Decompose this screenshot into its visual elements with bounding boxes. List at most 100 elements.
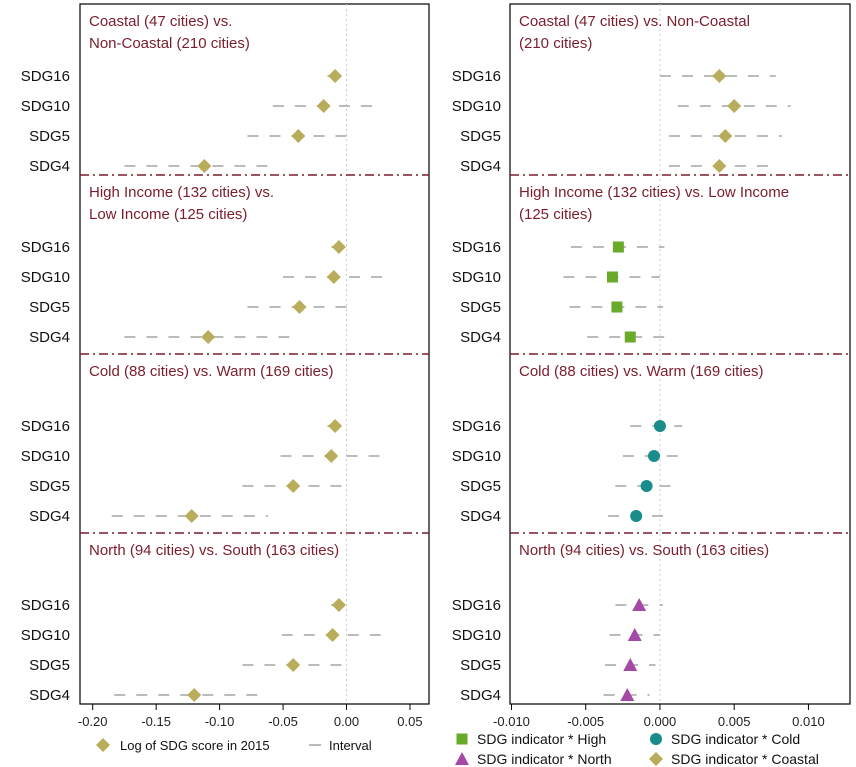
estimate-marker — [201, 330, 216, 344]
category-label: SDG5 — [460, 128, 501, 145]
estimate-marker — [291, 129, 306, 143]
estimate-marker — [648, 450, 661, 462]
legend-marker — [650, 733, 662, 745]
category-label: SDG10 — [452, 269, 501, 286]
group-title: Non-Coastal (210 cities) — [89, 35, 250, 52]
category-label: SDG4 — [29, 158, 70, 175]
legend-label: SDG indicator * North — [477, 751, 612, 767]
group-2: Cold (88 cities) vs. Warm (169 cities) SD… — [452, 353, 850, 525]
group-0: Coastal (47 cities) vs. Non-Coastal (210 … — [452, 13, 791, 175]
category-label: SDG5 — [29, 299, 70, 316]
estimate-marker — [286, 479, 301, 493]
group-title: Low Income (125 cities) — [89, 206, 247, 223]
group-3: North (94 cities) vs. South (163 cities)… — [452, 532, 850, 704]
x-tick-label: -0.10 — [205, 714, 235, 729]
category-label: SDG5 — [460, 657, 501, 674]
legend-label: SDG indicator * High — [477, 731, 606, 747]
estimate-marker — [712, 69, 727, 83]
category-label: SDG10 — [21, 98, 70, 115]
estimate-marker — [328, 69, 343, 83]
category-label: SDG4 — [460, 329, 501, 346]
x-tick-label: -0.05 — [268, 714, 298, 729]
estimate-marker — [727, 99, 742, 113]
group-title: North (94 cities) vs. South (163 cities) — [519, 542, 769, 559]
category-label: SDG16 — [21, 418, 70, 435]
estimate-marker — [624, 331, 636, 343]
category-label: SDG10 — [21, 269, 70, 286]
estimate-marker — [612, 241, 624, 253]
estimate-marker — [653, 420, 666, 432]
x-tick-label: 0.005 — [718, 714, 751, 729]
legend-label: Interval — [329, 738, 372, 753]
category-label: SDG4 — [460, 158, 501, 175]
category-label: SDG4 — [29, 329, 70, 346]
category-label: SDG4 — [29, 508, 70, 525]
category-label: SDG10 — [21, 448, 70, 465]
estimate-marker — [630, 510, 643, 522]
category-label: SDG5 — [29, 657, 70, 674]
estimate-marker — [197, 159, 212, 173]
group-title: Cold (88 cities) vs. Warm (169 cities) — [89, 363, 334, 380]
legend-marker — [455, 752, 469, 765]
group-2: Cold (88 cities) vs. Warm (169 cities) SD… — [21, 353, 429, 525]
estimate-marker — [712, 159, 727, 173]
category-label: SDG16 — [21, 597, 70, 614]
group-0: Coastal (47 cities) vs. Non-Coastal (210 … — [21, 13, 375, 175]
estimate-marker — [611, 301, 623, 313]
estimate-marker — [620, 688, 635, 701]
estimate-marker — [325, 628, 340, 642]
legend: Log of SDG score in 2015 Interval — [96, 738, 372, 753]
group-title: Coastal (47 cities) vs. Non-Coastal — [519, 13, 750, 30]
group-title: Coastal (47 cities) vs. — [89, 13, 232, 30]
category-label: SDG10 — [21, 627, 70, 644]
x-tick-label: -0.20 — [78, 714, 108, 729]
estimate-marker — [632, 598, 647, 611]
category-label: SDG4 — [29, 687, 70, 704]
legend-marker — [96, 738, 110, 752]
estimate-marker — [316, 99, 331, 113]
x-tick-label: 0.010 — [792, 714, 825, 729]
category-label: SDG5 — [460, 299, 501, 316]
category-label: SDG16 — [452, 68, 501, 85]
x-tick-label: -0.010 — [493, 714, 530, 729]
estimate-marker — [286, 658, 301, 672]
group-1: High Income (132 cities) vs. Low Income (… — [452, 174, 850, 346]
category-label: SDG4 — [460, 508, 501, 525]
group-title: (125 cities) — [519, 206, 592, 223]
category-label: SDG16 — [21, 239, 70, 256]
group-title: Cold (88 cities) vs. Warm (169 cities) — [519, 363, 764, 380]
group-1: High Income (132 cities) vs. Low Income (… — [21, 174, 429, 346]
category-label: SDG4 — [460, 687, 501, 704]
estimate-marker — [292, 300, 307, 314]
estimate-marker — [331, 240, 346, 254]
legend-label: Log of SDG score in 2015 — [120, 738, 270, 753]
estimate-marker — [718, 129, 733, 143]
category-label: SDG16 — [452, 597, 501, 614]
estimate-marker — [606, 271, 618, 283]
legend-marker — [649, 752, 663, 766]
estimate-marker — [184, 509, 199, 523]
category-label: SDG10 — [452, 627, 501, 644]
x-tick-label: -0.15 — [141, 714, 171, 729]
x-tick-label: 0.000 — [644, 714, 677, 729]
group-3: North (94 cities) vs. South (163 cities)… — [21, 532, 429, 704]
estimate-marker — [324, 449, 339, 463]
group-title: North (94 cities) vs. South (163 cities) — [89, 542, 339, 559]
category-label: SDG5 — [460, 478, 501, 495]
x-tick-label: 0.00 — [334, 714, 359, 729]
legend: SDG indicator * High SDG indicator * Cold… — [455, 731, 819, 767]
estimate-marker — [627, 628, 642, 641]
estimate-marker — [640, 480, 653, 492]
category-label: SDG5 — [29, 128, 70, 145]
legend-label: SDG indicator * Coastal — [671, 751, 819, 767]
legend-marker — [456, 733, 468, 745]
panel-right: -0.010 -0.005 0.000 0.005 0.010 Coastal (47 c… — [452, 3, 851, 767]
panel-left: -0.20 -0.15 -0.10 -0.05 0.00 0.05 Coastal (47 … — [21, 3, 430, 753]
estimate-marker — [326, 270, 341, 284]
group-title: High Income (132 cities) vs. — [89, 184, 274, 201]
category-label: SDG10 — [452, 98, 501, 115]
group-title: High Income (132 cities) vs. Low Income — [519, 184, 789, 201]
category-label: SDG5 — [29, 478, 70, 495]
category-label: SDG16 — [452, 239, 501, 256]
